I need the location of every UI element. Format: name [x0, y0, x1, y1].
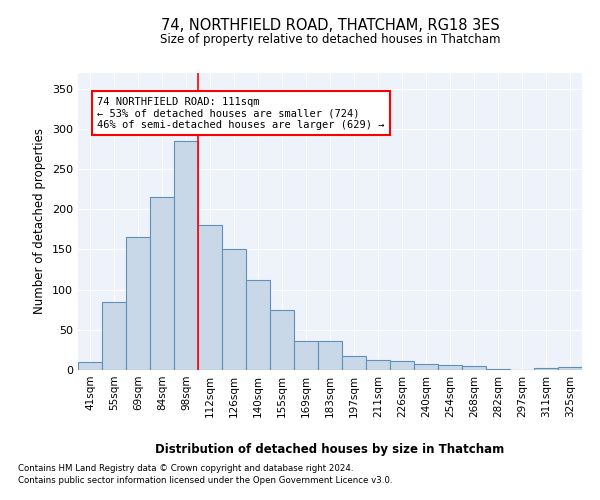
Text: Contains public sector information licensed under the Open Government Licence v3: Contains public sector information licen…	[18, 476, 392, 485]
Bar	[318, 341, 342, 370]
Text: Contains HM Land Registry data © Crown copyright and database right 2024.: Contains HM Land Registry data © Crown c…	[18, 464, 353, 473]
Bar	[222, 250, 246, 370]
Bar	[294, 341, 318, 370]
Bar	[270, 310, 294, 370]
Bar	[390, 361, 414, 370]
Text: Size of property relative to detached houses in Thatcham: Size of property relative to detached ho…	[160, 34, 500, 46]
Bar	[198, 226, 222, 370]
Bar	[246, 280, 270, 370]
Text: 74, NORTHFIELD ROAD, THATCHAM, RG18 3ES: 74, NORTHFIELD ROAD, THATCHAM, RG18 3ES	[161, 18, 499, 32]
Bar	[78, 362, 102, 370]
Bar	[366, 360, 390, 370]
Text: 74 NORTHFIELD ROAD: 111sqm
← 53% of detached houses are smaller (724)
46% of sem: 74 NORTHFIELD ROAD: 111sqm ← 53% of deta…	[97, 96, 385, 130]
Bar	[102, 302, 126, 370]
Bar	[558, 367, 582, 370]
Bar	[534, 368, 558, 370]
Y-axis label: Number of detached properties: Number of detached properties	[34, 128, 46, 314]
Bar	[126, 238, 150, 370]
Bar	[462, 366, 486, 370]
Bar	[486, 369, 510, 370]
Text: Distribution of detached houses by size in Thatcham: Distribution of detached houses by size …	[155, 442, 505, 456]
Bar	[342, 356, 366, 370]
Bar	[438, 365, 462, 370]
Bar	[150, 197, 174, 370]
Bar	[414, 364, 438, 370]
Bar	[174, 141, 198, 370]
